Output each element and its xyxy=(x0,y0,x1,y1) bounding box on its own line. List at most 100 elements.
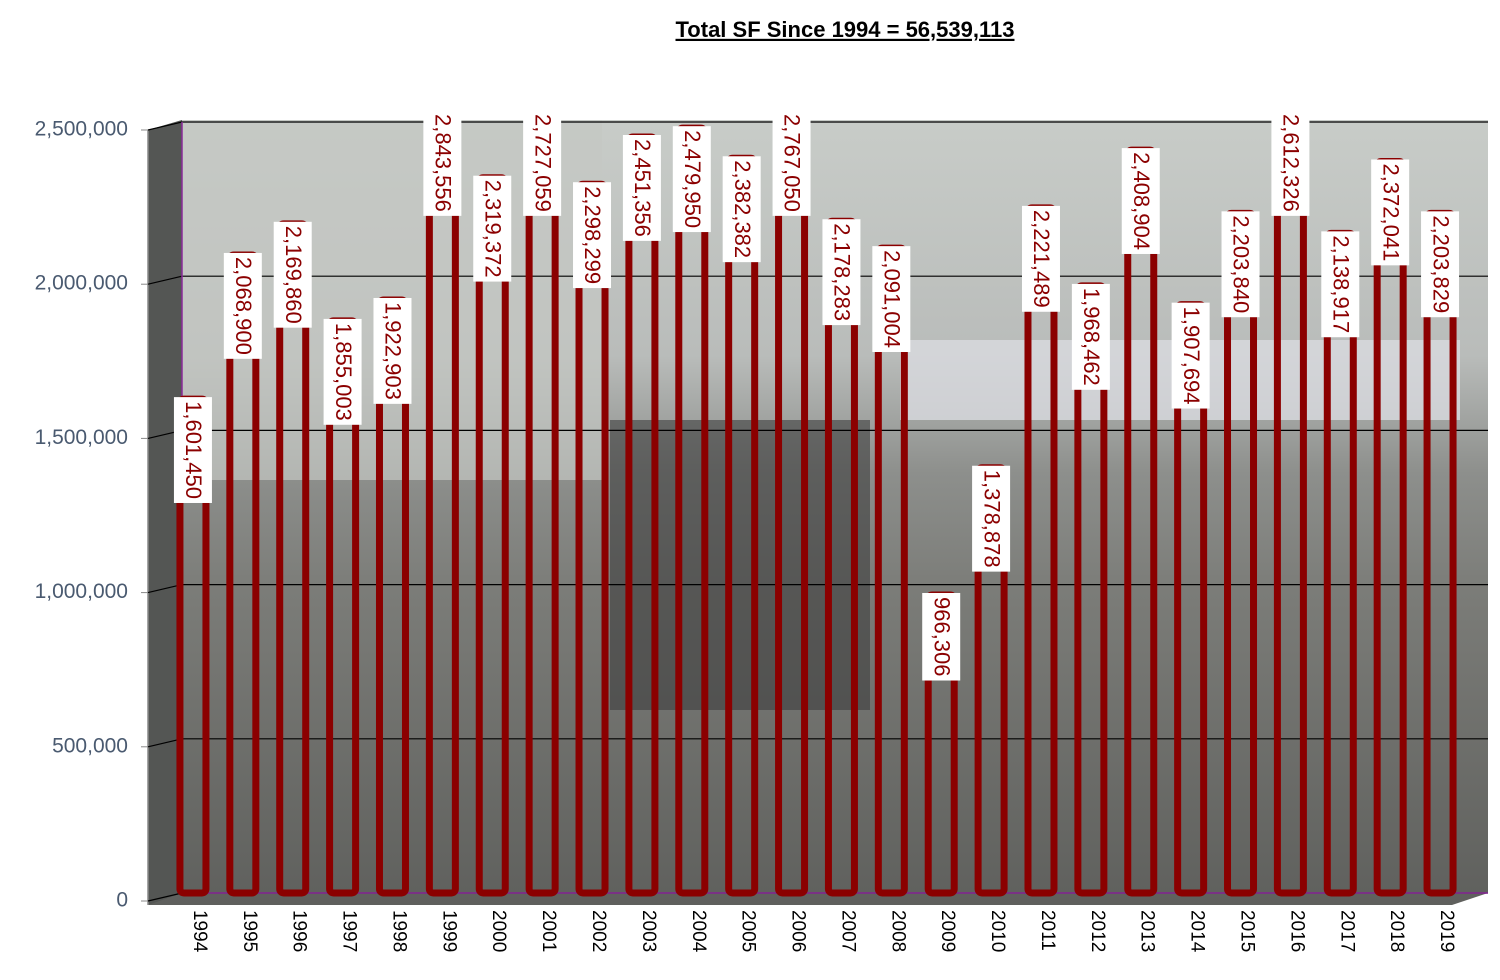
value-label-group: 2,372,041 xyxy=(1371,159,1410,266)
x-tick-label: 2013 xyxy=(1137,910,1158,952)
value-label-box xyxy=(972,465,1011,572)
x-tick-label: 1999 xyxy=(438,910,459,952)
value-label-group: 2,479,950 xyxy=(672,126,711,233)
value-label-group: 2,382,382 xyxy=(722,156,761,263)
value-label: 2,408,904 xyxy=(1129,152,1154,250)
grid-line xyxy=(147,892,183,902)
value-label-box xyxy=(323,318,362,425)
value-label: 2,169,860 xyxy=(281,226,306,324)
value-label-group: 2,319,372 xyxy=(473,175,512,282)
value-label: 2,767,050 xyxy=(780,114,805,212)
x-tick-label: 2002 xyxy=(588,910,609,952)
value-label-group: 2,767,050 xyxy=(772,110,811,216)
value-label-group: 2,408,904 xyxy=(1121,148,1160,254)
value-label: 1,968,462 xyxy=(1079,288,1104,386)
value-label-box xyxy=(622,135,661,241)
grid-line xyxy=(147,121,183,131)
value-label: 1,601,450 xyxy=(181,401,206,499)
value-label: 1,378,878 xyxy=(979,470,1004,568)
value-label-group: 2,203,829 xyxy=(1421,211,1460,318)
value-label: 2,091,004 xyxy=(880,250,905,348)
value-label-group: 2,843,556 xyxy=(423,110,462,216)
value-label-group: 1,968,462 xyxy=(1071,283,1110,390)
value-label-box xyxy=(672,126,711,233)
value-label-group: 1,922,903 xyxy=(373,297,412,404)
value-label-box xyxy=(1221,211,1260,318)
value-label-box xyxy=(1071,283,1110,390)
value-label-group: 2,138,917 xyxy=(1321,231,1360,338)
value-label: 2,319,372 xyxy=(480,180,505,278)
x-tick-label: 1997 xyxy=(339,910,360,952)
x-tick-label: 2010 xyxy=(987,910,1008,952)
value-label-box xyxy=(1371,159,1410,266)
y-tick-label: 0 xyxy=(116,889,128,912)
value-label: 2,298,299 xyxy=(580,186,605,284)
x-tick-label: 2012 xyxy=(1087,910,1108,952)
x-tick-label: 2017 xyxy=(1336,910,1357,952)
value-label-group: 966,306 xyxy=(922,592,961,681)
x-tick-label: 2019 xyxy=(1436,910,1457,952)
x-tick-label: 2004 xyxy=(688,910,709,953)
x-tick-label: 2001 xyxy=(538,910,559,952)
value-label: 2,843,556 xyxy=(431,114,456,212)
value-label: 2,727,059 xyxy=(530,114,555,212)
x-tick-label: 1998 xyxy=(388,910,409,952)
x-tick-label: 2000 xyxy=(488,910,509,952)
bar xyxy=(425,118,459,897)
value-label: 2,138,917 xyxy=(1328,235,1353,333)
value-label-group: 1,601,450 xyxy=(173,397,212,503)
bar xyxy=(1273,118,1307,897)
value-label-box xyxy=(1271,110,1310,216)
x-tick-label: 2014 xyxy=(1187,910,1208,953)
value-label-box xyxy=(822,219,861,326)
value-label-group: 1,907,694 xyxy=(1171,302,1210,409)
background-photo xyxy=(148,120,1488,905)
value-label-group: 2,169,860 xyxy=(273,221,312,328)
value-label-box xyxy=(1321,231,1360,338)
labels: 1994 1,601,450 1995 2,068,900 1996 2,169,860 1… xyxy=(173,110,1460,953)
value-label-box xyxy=(1121,148,1160,254)
value-label: 2,178,283 xyxy=(830,223,855,321)
chart-title: Total SF Since 1994 = 56,539,113 xyxy=(676,17,1015,42)
grid-line xyxy=(147,275,183,285)
value-label-group: 2,068,900 xyxy=(223,252,262,359)
y-tick-label: 2,000,000 xyxy=(35,272,128,295)
value-label-box xyxy=(423,110,462,216)
value-label-group: 1,855,003 xyxy=(323,318,362,425)
x-tick-label: 2005 xyxy=(738,910,759,952)
value-label-group: 2,203,840 xyxy=(1221,211,1260,318)
x-tick-label: 2011 xyxy=(1037,910,1058,951)
y-tick-label: 2,500,000 xyxy=(35,118,128,141)
value-label-group: 2,451,356 xyxy=(622,135,661,241)
value-label-box xyxy=(573,182,612,289)
value-label-group: 2,091,004 xyxy=(872,246,911,353)
value-label-box xyxy=(1021,205,1060,312)
value-label-group: 2,221,489 xyxy=(1021,205,1060,312)
x-tick-label: 2016 xyxy=(1286,910,1307,952)
value-label-group: 2,612,326 xyxy=(1271,110,1310,216)
value-label-box xyxy=(523,110,562,216)
value-label: 1,855,003 xyxy=(331,323,356,421)
x-tick-label: 2018 xyxy=(1386,910,1407,952)
value-label: 2,203,829 xyxy=(1428,215,1453,313)
y-tick-label: 500,000 xyxy=(52,734,128,757)
value-label: 2,451,356 xyxy=(630,139,655,237)
value-label-box xyxy=(473,175,512,282)
x-tick-label: 2003 xyxy=(638,910,659,952)
grid-line xyxy=(147,738,183,748)
x-tick-label: 1995 xyxy=(239,910,260,952)
grid-line xyxy=(147,584,183,594)
value-label-box xyxy=(722,156,761,263)
x-tick-label: 1996 xyxy=(289,910,310,952)
value-label: 2,221,489 xyxy=(1029,210,1054,308)
value-label-box xyxy=(872,246,911,353)
value-label-box xyxy=(922,592,961,681)
value-label: 2,203,840 xyxy=(1229,215,1254,313)
value-label-box xyxy=(373,297,412,404)
value-label: 2,372,041 xyxy=(1378,163,1403,261)
y-tick-label: 1,500,000 xyxy=(35,426,128,449)
value-label: 2,612,326 xyxy=(1279,114,1304,212)
value-label-box xyxy=(1171,302,1210,409)
value-label-box xyxy=(273,221,312,328)
